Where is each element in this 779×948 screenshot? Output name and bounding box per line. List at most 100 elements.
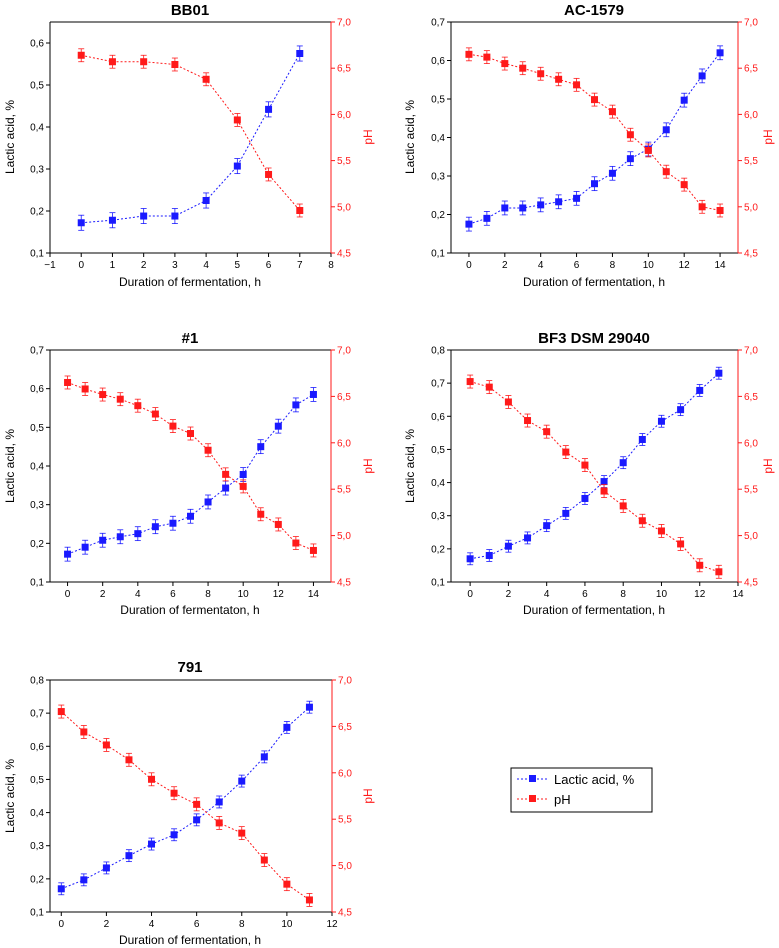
lactic-data-point: [716, 49, 724, 57]
y-tick-label: 0,1: [30, 249, 44, 260]
y-tick-label: 0,4: [431, 133, 445, 144]
ph-data-point: [309, 546, 317, 554]
lactic-data-point: [296, 50, 304, 57]
lactic-data-point: [662, 126, 670, 134]
ph-data-point: [715, 568, 723, 576]
lactic-data-point: [102, 864, 110, 872]
chart-title: AC-1579: [564, 2, 624, 19]
x-tick-label: 12: [694, 589, 706, 600]
ph-series-line: [81, 54, 301, 211]
y-tick-label: 0,7: [30, 709, 44, 720]
lactic-data-point: [619, 459, 627, 467]
panel-1: #1 Duration of fermentaton, h Lactic aci…: [3, 330, 375, 617]
x-tick-label: 12: [273, 589, 285, 600]
x-tick-label: 4: [149, 919, 155, 930]
legend: Lactic acid, % pH: [510, 767, 653, 813]
x-axis-label: Duration of fermentation, h: [119, 275, 261, 289]
y-tick-label: 0,6: [431, 412, 445, 423]
lactic-data-point: [77, 219, 85, 227]
lactic-data-point: [638, 435, 646, 443]
y-tick-label: 0,1: [431, 249, 445, 260]
ph-data-point: [193, 800, 201, 808]
x-tick-label: 2: [506, 589, 512, 600]
y2-axis-label: pH: [361, 129, 375, 144]
lactic-data-point: [537, 201, 545, 209]
lactic-data-point: [187, 512, 194, 520]
ph-data-point: [465, 50, 473, 58]
ph-series-line: [60, 711, 310, 901]
x-axis-label: Duration of fermentation, h: [523, 603, 665, 617]
ph-data-point: [134, 402, 142, 410]
y-tick-label: 0,5: [431, 95, 445, 106]
lactic-data-point: [573, 194, 581, 202]
lactic-data-point: [519, 204, 527, 212]
x-tick-label: 6: [170, 589, 176, 600]
y-tick-label: 0,4: [431, 478, 445, 489]
lactic-data-point: [292, 401, 300, 409]
x-tick-label: 2: [104, 919, 110, 930]
x-tick-label: 4: [135, 589, 141, 600]
lactic-data-point: [626, 155, 634, 163]
ph-data-point: [591, 96, 598, 104]
ph-data-point: [265, 170, 273, 178]
lactic-data-point: [116, 533, 124, 541]
ph-data-point: [202, 75, 210, 83]
lactic-data-point: [600, 478, 608, 486]
lactic-data-point: [680, 96, 688, 104]
ph-data-point: [140, 58, 148, 66]
y2-tick-label: 4,5: [337, 578, 351, 589]
ph-data-point: [537, 70, 545, 78]
chart-title: BB01: [171, 2, 209, 19]
y-tick-label: 0,3: [30, 500, 44, 511]
x-tick-label: 7: [297, 260, 303, 271]
panel-791: 791 Duration of fermentation, h Lactic a…: [3, 659, 375, 947]
x-tick-label: 6: [582, 589, 588, 600]
ph-data-point: [626, 131, 634, 139]
y-tick-label: 0,3: [431, 172, 445, 183]
y2-tick-label: 5,0: [744, 202, 758, 213]
y-tick-label: 0,8: [431, 346, 445, 357]
ph-data-point: [716, 206, 724, 214]
x-tick-label: 12: [326, 919, 338, 930]
y2-tick-label: 5,5: [337, 156, 351, 167]
lactic-data-point: [562, 509, 570, 517]
y-tick-label: 0,6: [30, 742, 44, 753]
ph-data-point: [99, 391, 107, 399]
y2-tick-label: 6,5: [744, 64, 758, 75]
x-tick-label: 10: [238, 589, 250, 600]
lactic-data-point: [466, 555, 474, 563]
lactic-data-point: [657, 417, 665, 425]
chart-title: BF3 DSM 29040: [538, 330, 650, 347]
lactic-data-point: [274, 422, 282, 430]
ph-data-point: [581, 461, 589, 469]
y2-tick-label: 7,0: [337, 18, 351, 29]
lactic-data-point: [57, 885, 65, 893]
y2-tick-label: 7,0: [337, 346, 351, 357]
lactic-data-point: [715, 369, 723, 377]
y-tick-label: 0,3: [431, 511, 445, 522]
lactic-data-point: [239, 471, 247, 479]
y-tick-label: 0,8: [30, 676, 44, 687]
y2-tick-label: 7,0: [744, 346, 758, 357]
y-tick-label: 0,6: [30, 39, 44, 50]
y2-tick-label: 6,5: [744, 392, 758, 403]
y-axis-label: Lactic acid, %: [403, 100, 417, 174]
x-tick-label: −1: [44, 260, 56, 271]
ph-data-point: [215, 819, 223, 827]
lactic-data-point: [608, 169, 616, 177]
ph-data-point: [64, 378, 72, 386]
lactic-data-point: [99, 536, 107, 544]
x-axis-label: Duration of fermentaton, h: [120, 603, 259, 617]
ph-data-point: [283, 880, 291, 888]
ph-data-point: [204, 446, 212, 454]
ph-data-point: [485, 383, 493, 391]
x-tick-label: 0: [65, 589, 71, 600]
y2-axis-label: pH: [361, 788, 375, 803]
ph-data-point: [151, 410, 159, 418]
x-tick-label: 8: [620, 589, 626, 600]
x-tick-label: 4: [203, 260, 209, 271]
y2-tick-label: 6,0: [338, 768, 352, 779]
ph-data-point: [543, 428, 551, 436]
y-tick-label: 0,4: [30, 123, 44, 134]
